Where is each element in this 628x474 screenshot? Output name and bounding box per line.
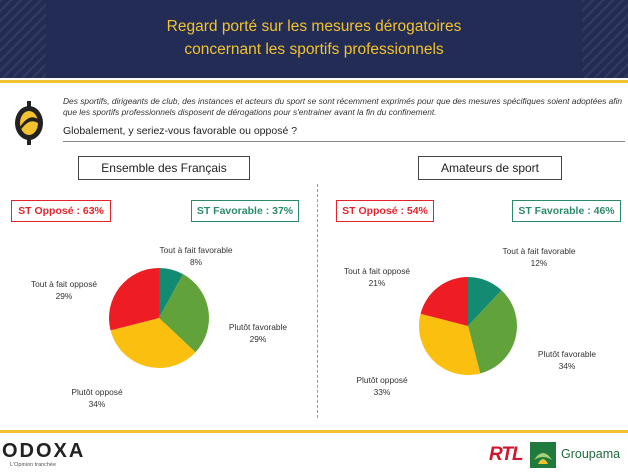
odoxa-logo: ODOXA <box>2 440 86 462</box>
label-ensemble-plutot-favorable: Plutôt favorable 29% <box>229 321 287 345</box>
header-banner: Regard porté sur les mesures dérogatoire… <box>0 0 628 78</box>
label-text: Tout à fait opposé <box>343 266 411 276</box>
header-gold-line <box>0 80 628 83</box>
label-value: 33% <box>373 387 391 397</box>
ensemble-slice-tout-fait-favorable <box>159 268 184 318</box>
label-value: 12% <box>530 258 548 268</box>
footer-gold-line <box>0 430 628 433</box>
amateurs-slice-plut-t-favorable <box>468 290 517 374</box>
label-ensemble-plutot-oppose: Plutôt opposé 34% <box>71 386 122 410</box>
label-value: 8% <box>189 257 203 267</box>
label-text: Plutôt opposé <box>356 375 408 385</box>
label-amateurs-plutot-favorable: Plutôt favorable 34% <box>538 348 596 372</box>
question-underline <box>63 141 625 142</box>
label-amateurs-tout-fait-oppose: Tout à fait opposé 21% <box>344 265 410 289</box>
ensemble-slice-plut-t-favorable <box>159 274 210 353</box>
label-value: 29% <box>55 291 73 301</box>
label-text: Plutôt favorable <box>537 349 597 359</box>
odoxa-tagline: L'Opinion tranchée <box>10 462 56 468</box>
label-amateurs-tout-fait-favorable: Tout à fait favorable 12% <box>502 245 575 269</box>
panel-title-ensemble: Ensemble des Français <box>78 156 250 180</box>
intro-text: Des sportifs, dirigeants de club, des in… <box>63 96 623 117</box>
panel-divider <box>317 184 318 418</box>
amateurs-slice-tout-fait-favorable <box>468 277 502 326</box>
groupama-leaf-icon <box>530 442 556 468</box>
groupama-logo: Groupama <box>561 447 621 461</box>
label-text: Tout à fait favorable <box>159 245 233 255</box>
label-text: Plutôt opposé <box>71 387 123 397</box>
panel-title-amateurs: Amateurs de sport <box>418 156 562 180</box>
page-title: Regard porté sur les mesures dérogatoire… <box>0 15 628 61</box>
rtl-logo: RTL <box>489 444 524 465</box>
odoxa-s-icon <box>15 101 43 145</box>
label-value: 21% <box>368 278 386 288</box>
header-hatch-right <box>582 0 628 78</box>
st-oppose-badge-amateurs: ST Opposé : 54% <box>336 200 434 222</box>
label-text: Tout à fait opposé <box>30 279 98 289</box>
label-text: Tout à fait favorable <box>502 246 576 256</box>
st-favorable-badge-ensemble: ST Favorable : 37% <box>191 200 299 222</box>
label-ensemble-tout-fait-oppose: Tout à fait opposé 29% <box>31 278 97 302</box>
label-amateurs-plutot-oppose: Plutôt opposé 33% <box>356 374 407 398</box>
label-value: 29% <box>249 334 267 344</box>
page-title-line1: Regard porté sur les mesures dérogatoire… <box>166 18 462 35</box>
header-hatch-left <box>0 0 46 78</box>
label-value: 34% <box>558 361 576 371</box>
st-oppose-badge-ensemble: ST Opposé : 63% <box>11 200 111 222</box>
survey-question: Globalement, y seriez-vous favorable ou … <box>63 125 298 137</box>
page-title-line2: concernant les sportifs professionnels <box>184 41 444 58</box>
st-favorable-badge-amateurs: ST Favorable : 46% <box>512 200 621 222</box>
amateurs-slice-plut-t-oppos- <box>418 313 481 376</box>
label-ensemble-tout-fait-favorable: Tout à fait favorable 8% <box>159 244 232 268</box>
label-value: 34% <box>88 399 106 409</box>
ensemble-slice-tout-fait-oppos- <box>109 268 159 331</box>
ensemble-slice-plut-t-oppos- <box>110 318 196 369</box>
amateurs-slice-tout-fait-oppos- <box>420 277 468 326</box>
label-text: Plutôt favorable <box>228 322 288 332</box>
